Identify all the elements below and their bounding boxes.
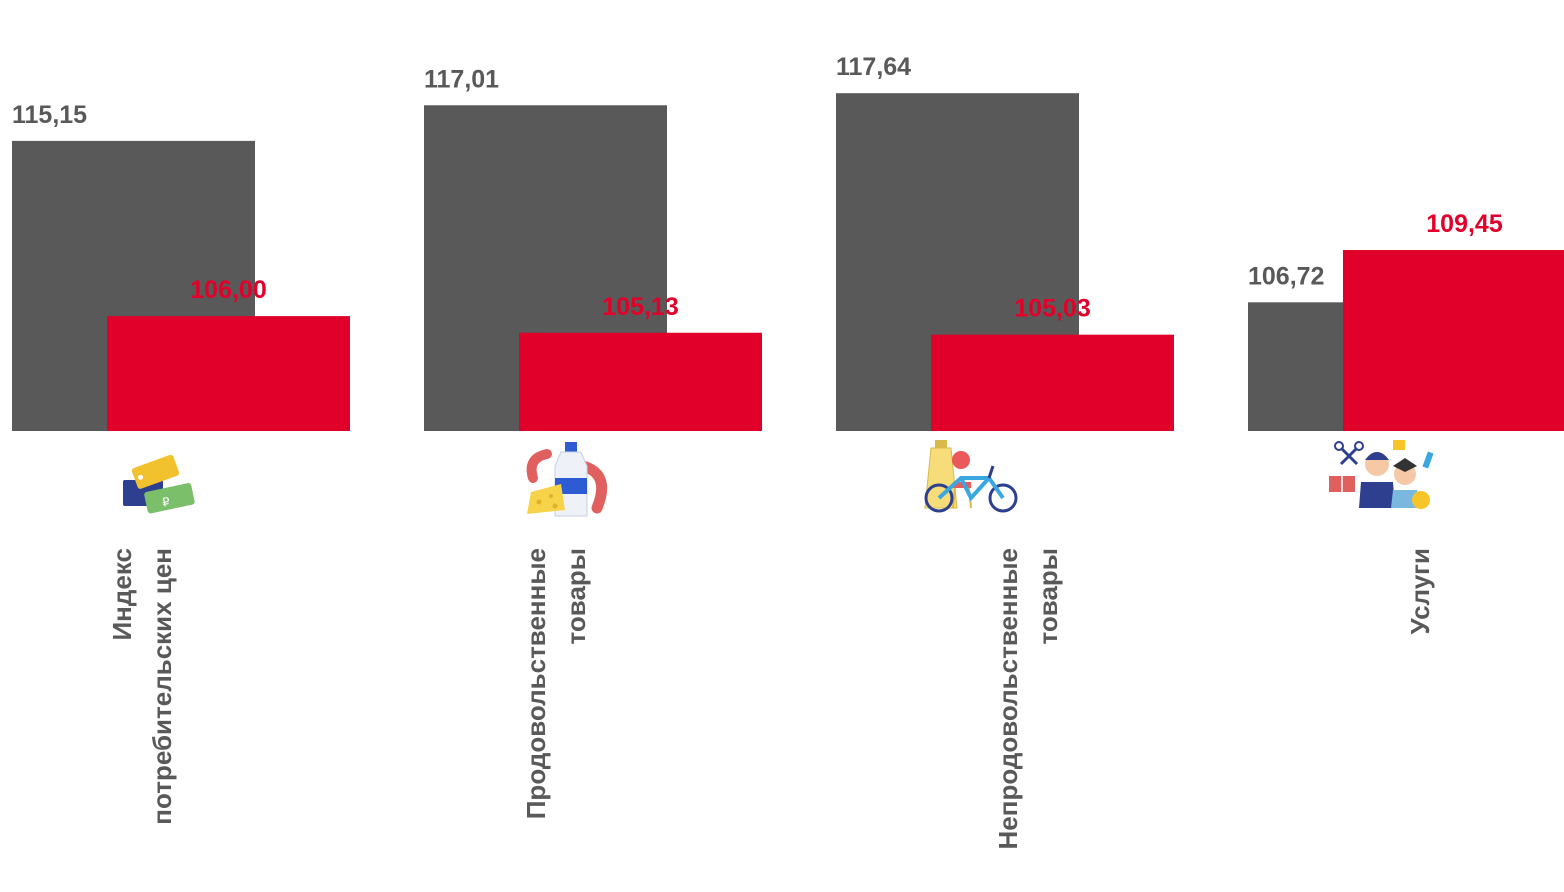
category-group: 106,72 109,45 Услуги (1248, 210, 1564, 634)
plot-area: 115,15 106,00 Индекс потребительских цен 117… (12, 53, 1564, 850)
bar-series-2 (107, 316, 350, 431)
value-label-series-1: 115,15 (12, 101, 87, 129)
value-label-series-2: 106,00 (190, 276, 266, 304)
category-label-line: Услуги (1405, 548, 1435, 634)
services-people-icon (1327, 438, 1436, 511)
non-food-goods-icon (923, 438, 1018, 513)
value-label-series-1: 106,72 (1248, 262, 1324, 290)
category-label: Продовольственные товары (521, 548, 591, 819)
value-label-series-2: 109,45 (1426, 210, 1503, 238)
value-label-series-1: 117,64 (836, 53, 911, 81)
bar-series-2 (1343, 250, 1564, 431)
category-label-line: товары (561, 548, 591, 644)
category-label: Услуги (1405, 548, 1435, 634)
category-label-line: товары (1033, 548, 1063, 644)
value-label-series-1: 117,01 (424, 65, 499, 93)
category-label-line: Продовольственные (521, 548, 551, 819)
bar-series-2 (519, 332, 762, 431)
category-label-line: Непродовольственные (993, 548, 1023, 850)
category-label: Непродовольственные товары (993, 548, 1063, 850)
food-products-icon (527, 442, 602, 516)
value-label-series-2: 105,03 (1014, 295, 1090, 323)
bar-series-2 (931, 334, 1174, 431)
category-group: 115,15 106,00 Индекс потребительских цен (12, 101, 350, 825)
category-group: 117,64 105,03 Непродовольственные товары (836, 53, 1174, 850)
category-label-line: потребительских цен (147, 548, 177, 825)
value-label-series-2: 105,13 (602, 293, 678, 321)
price-tags-icon (123, 453, 196, 514)
category-label-line: Индекс (107, 548, 137, 641)
category-group: 117,01 105,13 Продовольственные товары (424, 65, 762, 819)
category-label: Индекс потребительских цен (107, 548, 177, 825)
